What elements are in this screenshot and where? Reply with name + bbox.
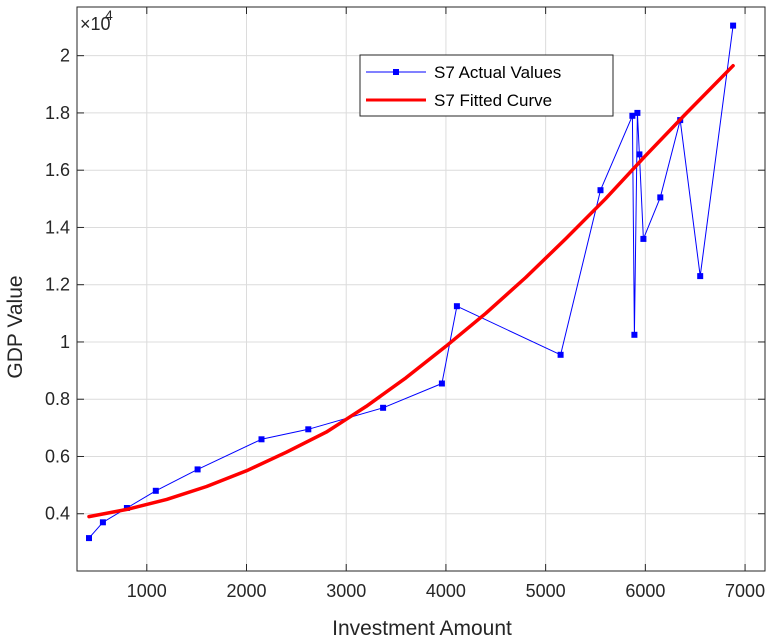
y-exponent-power: 4: [105, 7, 113, 23]
legend-label-fitted: S7 Fitted Curve: [434, 91, 552, 110]
series-layer: [86, 22, 737, 542]
tick-marks: [77, 7, 765, 571]
plot-frame: [76, 6, 766, 572]
y-tick-label: 1.6: [45, 160, 70, 180]
actual-value-marker: [86, 535, 92, 542]
actual-value-marker: [258, 436, 265, 443]
y-tick-label: 1.4: [45, 217, 70, 237]
legend-entry-fitted: S7 Fitted Curve: [366, 91, 552, 110]
legend: S7 Actual Values S7 Fitted Curve: [359, 54, 614, 117]
x-axis-title: Investment Amount: [332, 617, 512, 640]
actual-value-marker: [453, 303, 460, 310]
x-tick-label: 6000: [625, 581, 665, 601]
fitted-curve-line: [87, 63, 735, 519]
actual-value-marker: [634, 109, 641, 116]
legend-entry-actual: S7 Actual Values: [366, 63, 561, 82]
actual-value-marker: [152, 487, 159, 494]
actual-value-marker: [438, 380, 445, 387]
y-tick-label: 1.8: [45, 103, 70, 123]
legend-marker-actual: [393, 69, 399, 75]
actual-value-marker: [697, 273, 704, 280]
x-tick-label: 5000: [526, 581, 566, 601]
y-exponent-base: ×10: [80, 14, 111, 34]
x-tick-label: 2000: [226, 581, 266, 601]
actual-value-marker: [597, 187, 604, 194]
actual-value-marker: [557, 351, 564, 358]
actual-value-marker: [636, 151, 643, 158]
y-tick-label: 0.8: [45, 389, 70, 409]
actual-value-marker: [194, 466, 201, 473]
y-tick-label: 0.4: [45, 504, 70, 524]
x-tick-labels: 1000 2000 3000 4000 5000 6000 7000: [127, 581, 765, 601]
x-tick-label: 3000: [326, 581, 366, 601]
actual-value-marker: [730, 22, 737, 29]
y-tick-label: 1: [60, 332, 70, 352]
x-tick-label: 4000: [426, 581, 466, 601]
y-tick-labels: 0.4 0.6 0.8 1 1.2 1.4 1.6 1.8 2: [45, 46, 70, 524]
x-tick-label: 7000: [725, 581, 765, 601]
y-tick-label: 1.2: [45, 275, 70, 295]
y-tick-label: 2: [60, 46, 70, 66]
actual-value-marker: [657, 194, 664, 201]
actual-value-marker: [631, 331, 638, 338]
actual-value-marker: [640, 235, 647, 242]
y-tick-label: 0.6: [45, 446, 70, 466]
legend-box: [359, 54, 614, 117]
actual-value-marker: [629, 112, 636, 119]
x-tick-label: 1000: [127, 581, 167, 601]
y-exponent-label: ×10 4: [80, 7, 113, 34]
actual-value-marker: [380, 404, 387, 411]
actual-value-marker: [99, 519, 106, 526]
actual-value-marker: [305, 426, 312, 433]
legend-label-actual: S7 Actual Values: [434, 63, 561, 82]
y-axis-title: GDP Value: [4, 275, 27, 378]
